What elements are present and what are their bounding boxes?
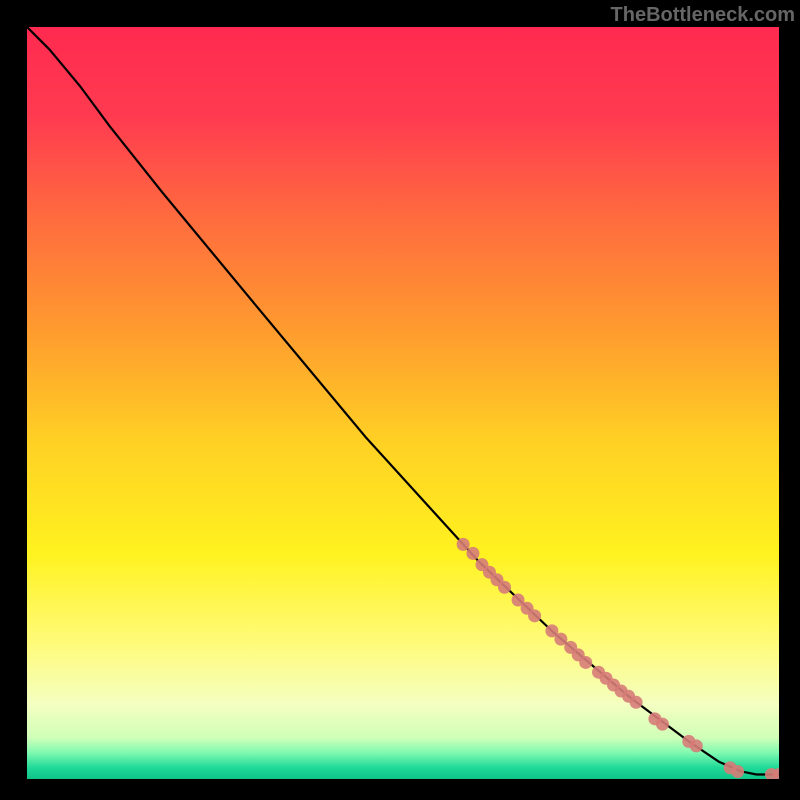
gradient-background: [27, 27, 779, 779]
data-marker: [528, 609, 541, 622]
data-marker: [466, 547, 479, 560]
data-marker: [579, 656, 592, 669]
data-marker: [690, 739, 703, 752]
data-marker: [630, 696, 643, 709]
chart-frame: TheBottleneck.com: [0, 0, 800, 800]
data-marker: [731, 765, 744, 778]
data-marker: [457, 538, 470, 551]
plot-area: [27, 27, 779, 779]
data-marker: [656, 718, 669, 731]
watermark-label: TheBottleneck.com: [611, 4, 795, 27]
chart-svg: [27, 27, 779, 779]
data-marker: [498, 581, 511, 594]
